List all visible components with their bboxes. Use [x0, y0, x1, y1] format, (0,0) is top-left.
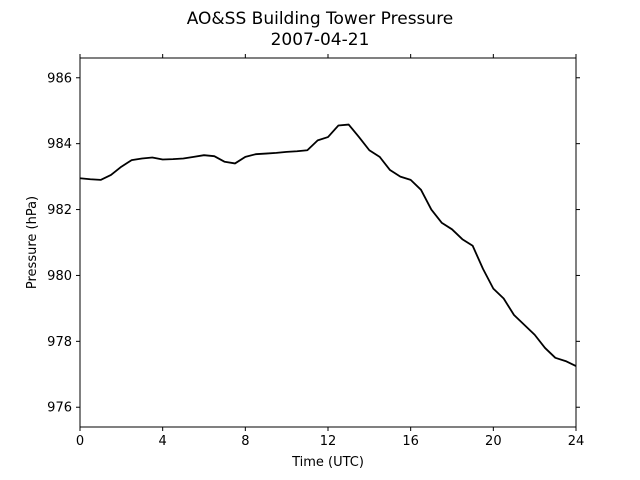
x-tick-label: 0 — [76, 434, 84, 449]
y-tick-label: 980 — [47, 269, 72, 284]
chart-title-line-1: AO&SS Building Tower Pressure — [187, 9, 454, 29]
plot-area — [80, 58, 576, 427]
y-axis-ticks: 976 978 980 982 984 986 — [47, 71, 580, 416]
x-axis-ticks: 0 4 8 12 16 20 24 — [76, 54, 584, 449]
y-tick-label: 986 — [47, 71, 72, 86]
x-tick-label: 16 — [402, 434, 419, 449]
chart-title: AO&SS Building Tower Pressure 2007-04-21 — [187, 9, 454, 50]
x-tick-label: 4 — [159, 434, 167, 449]
y-tick-label: 982 — [47, 203, 72, 218]
x-tick-label: 24 — [568, 434, 585, 449]
y-axis-label: Pressure (hPa) — [25, 196, 40, 289]
y-tick-label: 984 — [47, 137, 72, 152]
y-tick-label: 978 — [47, 335, 72, 350]
y-tick-label: 976 — [47, 401, 72, 416]
x-tick-label: 12 — [320, 434, 337, 449]
x-tick-label: 8 — [241, 434, 249, 449]
x-axis-label: Time (UTC) — [291, 455, 364, 470]
chart-title-line-2: 2007-04-21 — [271, 30, 370, 50]
pressure-series-line — [79, 123, 577, 367]
x-tick-label: 20 — [485, 434, 502, 449]
plot-content — [79, 123, 577, 367]
